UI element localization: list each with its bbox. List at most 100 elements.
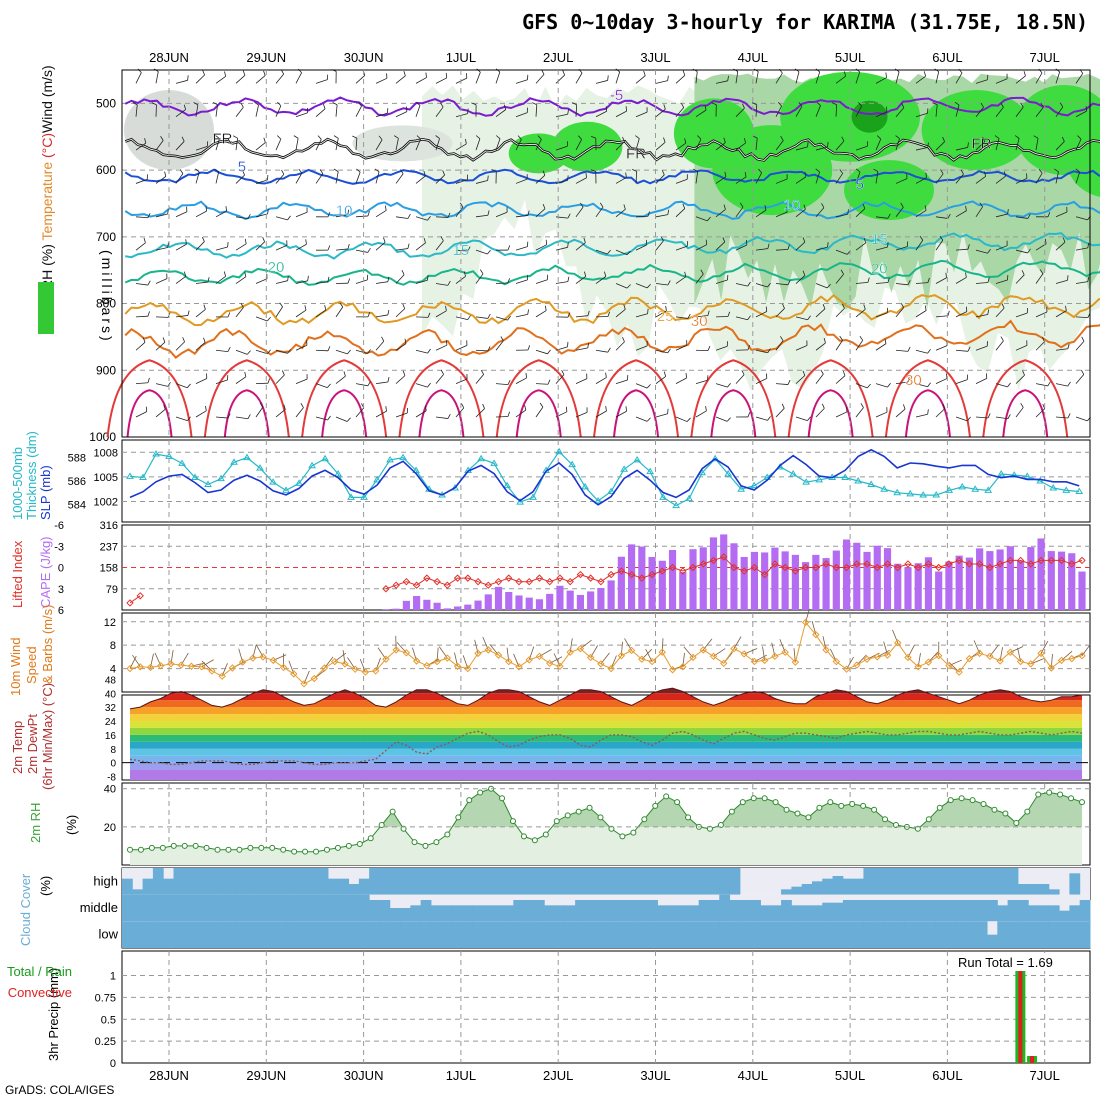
wind-barb <box>955 210 967 218</box>
wind-barb <box>843 71 847 77</box>
wind-barb <box>815 342 826 351</box>
cloud-cell <box>348 894 360 922</box>
li-point <box>1016 556 1025 565</box>
wind-barb <box>955 173 964 184</box>
rh2m-point <box>641 816 648 823</box>
rh2m-point <box>181 842 188 849</box>
wind-barb <box>163 404 166 410</box>
wind-barb <box>707 216 711 222</box>
wind-barb <box>607 311 611 317</box>
wind-barb <box>227 413 231 419</box>
wind-barb <box>755 283 768 288</box>
wind-barb <box>327 383 331 388</box>
wind-barb <box>504 104 507 110</box>
wind-barb <box>955 349 968 352</box>
wind-barb <box>1007 414 1011 419</box>
wind-barb <box>807 315 811 321</box>
wind-barb <box>867 277 870 283</box>
thickness-point <box>958 482 967 490</box>
wind-barb <box>675 142 687 151</box>
wind-barb <box>835 411 848 418</box>
cloud-cell <box>379 868 391 895</box>
cloud-cell <box>420 921 432 948</box>
wind-barb <box>415 138 421 151</box>
cloud-cell <box>925 921 937 948</box>
wind-barb <box>295 344 308 351</box>
wind-barb <box>203 304 206 310</box>
li-point <box>904 560 912 568</box>
wind-barb <box>575 347 588 351</box>
rh2m-point <box>291 848 298 855</box>
wind-barb <box>940 169 944 175</box>
wind-barb <box>227 346 231 352</box>
wind10-point <box>648 657 656 666</box>
li-point <box>607 570 615 579</box>
thickness-point <box>646 467 655 475</box>
rh2m-point <box>345 842 352 849</box>
wind-barb <box>244 371 247 377</box>
wind-barb <box>155 278 168 284</box>
isotherm-label: 10 <box>783 197 800 214</box>
li-point <box>382 585 390 593</box>
isotherm-arch <box>904 389 951 438</box>
rh2m-point <box>772 799 779 806</box>
wind-barb <box>635 171 638 184</box>
wind-barb <box>975 79 988 84</box>
cloud-cell <box>894 921 906 948</box>
wind10-point <box>842 665 851 673</box>
wind-barb <box>335 138 339 151</box>
wind-barb <box>255 179 268 184</box>
cloud-cell <box>595 868 607 895</box>
cape-bar <box>464 604 472 610</box>
wind-barb <box>467 315 471 320</box>
thickness-point <box>1010 471 1019 478</box>
cloud-cell <box>585 900 597 922</box>
wind-barb <box>1055 279 1068 284</box>
rh2m-point <box>323 846 330 853</box>
cape-bar <box>750 551 759 610</box>
wind-barb <box>924 305 927 311</box>
wind-barb <box>975 107 984 117</box>
wind-barb <box>1015 138 1020 151</box>
cloud-cell <box>1007 868 1019 895</box>
wind-barb <box>327 245 331 251</box>
cloud-cell <box>533 868 545 895</box>
li-point <box>934 563 943 572</box>
wind-barb <box>615 410 627 418</box>
wind-barb <box>635 135 640 139</box>
wind-barb <box>895 283 908 286</box>
wind-barb <box>215 138 220 151</box>
wind-barb <box>571 102 577 106</box>
li-point <box>586 574 595 582</box>
cape-bar <box>842 539 851 610</box>
rh2m-point <box>663 793 670 800</box>
wind-barb <box>527 345 531 351</box>
wind-barb <box>515 246 528 251</box>
wind-barb <box>255 349 268 355</box>
cloud-cell <box>894 900 906 922</box>
wind-barb <box>815 71 821 84</box>
rh2m-point <box>652 802 659 809</box>
wind10-point <box>320 664 329 672</box>
wind-barb <box>815 207 825 218</box>
wind-barb <box>915 240 924 251</box>
thickness-point <box>581 482 589 490</box>
wind-barb <box>539 402 544 408</box>
li-point <box>505 574 513 582</box>
thickness-point <box>334 469 342 477</box>
wind-barb <box>515 409 527 418</box>
wind-barb <box>873 168 879 172</box>
wind-barb <box>1035 408 1045 418</box>
wind-barb <box>355 138 358 151</box>
cloud-cell <box>214 868 226 895</box>
wind-barb <box>835 173 843 184</box>
wind-barb <box>195 145 208 151</box>
wind-barb <box>482 403 485 409</box>
wind-barb <box>863 238 867 244</box>
wind-barb <box>395 343 407 351</box>
cloud-cell <box>472 905 483 922</box>
cloud-cell <box>781 889 792 895</box>
cloud-cell <box>245 921 257 948</box>
wind-barb <box>346 417 351 422</box>
cloud-cell <box>781 900 792 922</box>
